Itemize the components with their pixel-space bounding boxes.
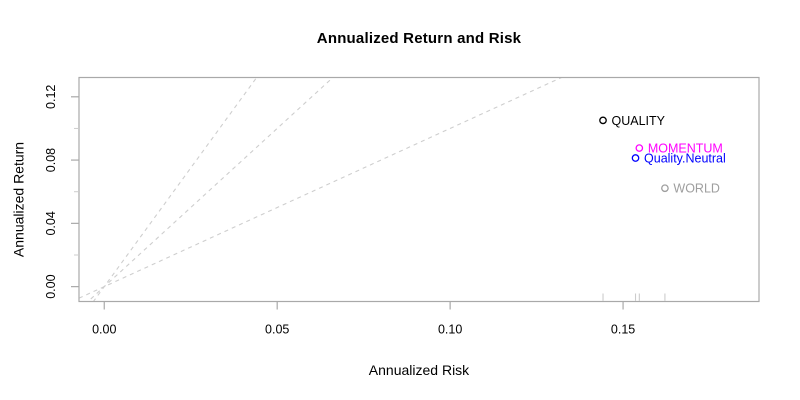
- data-point-quality-neutral: [631, 154, 640, 162]
- y-axis-tick-label: 0.12: [44, 85, 58, 109]
- point-label-momentum: MOMENTUM: [648, 142, 723, 156]
- y-axis-tick-label: 0.04: [44, 211, 58, 235]
- x-axis-label: Annualized Risk: [368, 362, 470, 378]
- x-axis-tick-label: 0.00: [92, 323, 116, 337]
- y-axis-tick-label: 0.00: [44, 274, 58, 298]
- y-axis-tick-label: 0.08: [44, 148, 58, 172]
- point-label-world: WORLD: [673, 182, 720, 196]
- sharpe-line-slope-2: [87, 77, 334, 302]
- point-label-quality-neutral: Quality.Neutral: [644, 152, 726, 166]
- x-axis-tick-label: 0.15: [611, 323, 635, 337]
- x-axis-tick-label: 0.10: [438, 323, 462, 337]
- data-point-momentum: [635, 144, 644, 152]
- point-label-quality: QUALITY: [612, 114, 666, 128]
- data-point-quality: [599, 116, 607, 125]
- data-point-world: [661, 184, 669, 193]
- chart-title: Annualized Return and Risk: [316, 30, 522, 47]
- x-axis-tick-label: 0.05: [265, 323, 289, 337]
- sharpe-line-slope-3: [92, 77, 258, 302]
- y-axis-label: Annualized Return: [10, 141, 27, 258]
- plot-box: [78, 76, 760, 303]
